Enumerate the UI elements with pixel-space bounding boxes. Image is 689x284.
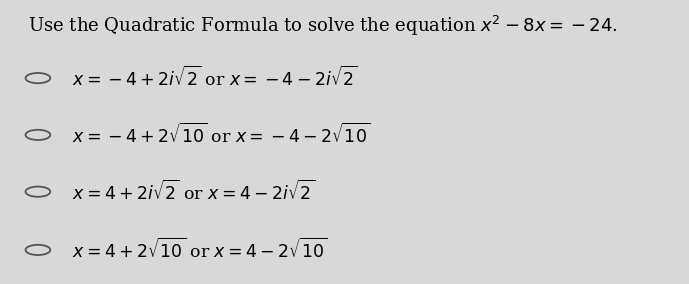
Circle shape bbox=[25, 73, 50, 83]
Text: $x = 4 + 2\sqrt{10}$ or $x = 4 - 2\sqrt{10}$: $x = 4 + 2\sqrt{10}$ or $x = 4 - 2\sqrt{… bbox=[72, 238, 328, 262]
Text: $x = -4 + 2\sqrt{10}$ or $x = -4 - 2\sqrt{10}$: $x = -4 + 2\sqrt{10}$ or $x = -4 - 2\sqr… bbox=[72, 123, 371, 147]
Text: Use the Quadratic Formula to solve the equation $x^2 - 8x = -24.$: Use the Quadratic Formula to solve the e… bbox=[28, 14, 617, 38]
Text: $x = -4 + 2i\sqrt{2}$ or $x = -4 - 2i\sqrt{2}$: $x = -4 + 2i\sqrt{2}$ or $x = -4 - 2i\sq… bbox=[72, 66, 358, 90]
Circle shape bbox=[25, 187, 50, 197]
Circle shape bbox=[25, 245, 50, 255]
Circle shape bbox=[25, 130, 50, 140]
Text: $x = 4 + 2i\sqrt{2}$ or $x = 4 - 2i\sqrt{2}$: $x = 4 + 2i\sqrt{2}$ or $x = 4 - 2i\sqrt… bbox=[72, 180, 316, 204]
